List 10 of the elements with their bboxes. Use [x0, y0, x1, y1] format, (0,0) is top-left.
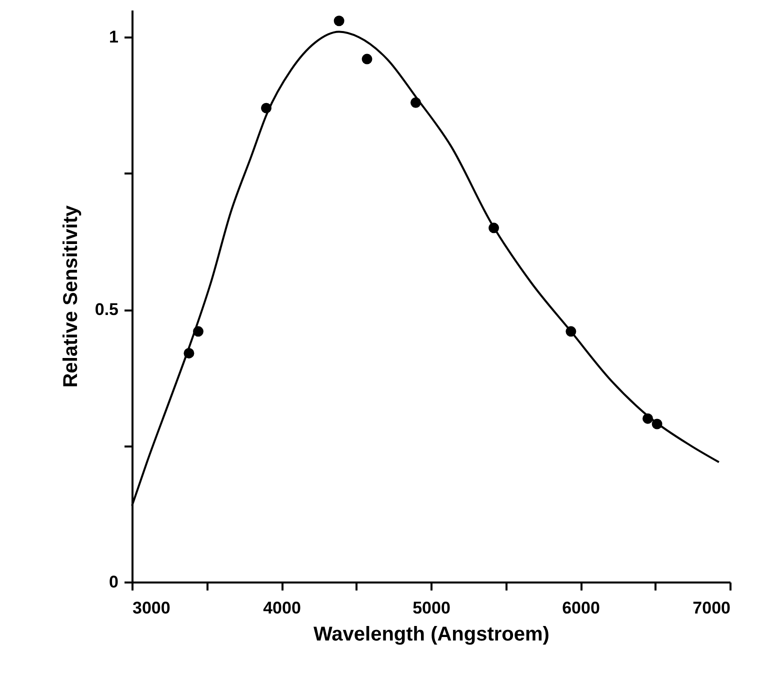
x-tick-label: 7000	[692, 598, 730, 618]
y-tick-label: 0.5	[94, 300, 118, 320]
x-tick-label: 5000	[412, 598, 450, 618]
y-axis-title: Relative Sensitivity	[60, 204, 82, 388]
x-tick-label: 6000	[562, 598, 600, 618]
x-tick-label: 3000	[132, 598, 170, 618]
y-tick-label: 0	[109, 572, 118, 592]
x-tick-label: 4000	[263, 598, 301, 618]
x-axis-title: Wavelength (Angstroem)	[314, 624, 550, 646]
y-tick-label: 1	[109, 28, 118, 47]
